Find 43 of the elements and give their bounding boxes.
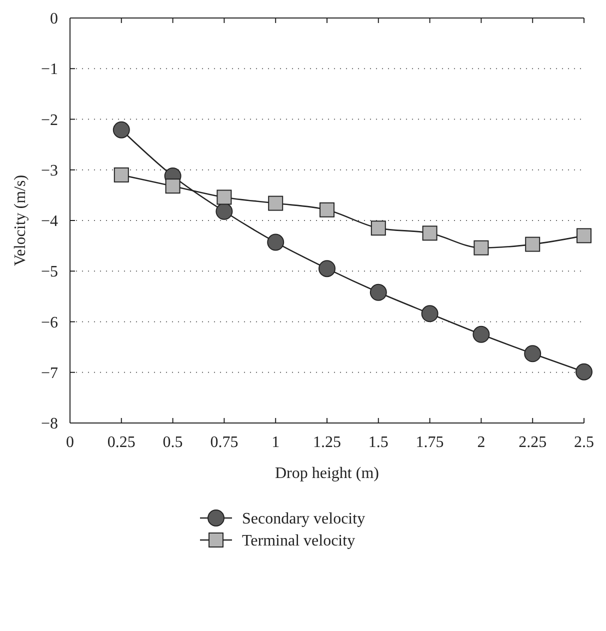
point <box>114 167 129 182</box>
point <box>576 363 592 380</box>
y-tick-label: −3 <box>40 162 58 180</box>
y-tick-label: −2 <box>40 112 58 129</box>
point <box>320 202 334 218</box>
x-tick-label: 1.25 <box>313 434 341 451</box>
x-tick-label: 1.5 <box>368 434 388 451</box>
legend-label: Terminal velocity <box>242 532 356 550</box>
point <box>525 236 540 252</box>
x-tick-label: 2.25 <box>518 434 547 451</box>
y-tick-label: −8 <box>40 416 58 433</box>
x-tick-label: 2 <box>477 434 486 451</box>
x-tick-label: 1 <box>272 434 280 451</box>
x-tick-label: 0 <box>66 434 74 451</box>
y-tick-label: −7 <box>40 364 58 382</box>
y-axis-title: Velocity (m/s) <box>12 174 29 266</box>
point <box>165 178 180 194</box>
point <box>524 345 542 362</box>
x-tick-label: 0.75 <box>210 434 238 451</box>
point <box>421 305 438 322</box>
x-tick-label: 2.5 <box>574 434 594 451</box>
x-tick-label: 1.75 <box>416 434 444 451</box>
y-tick-label: −6 <box>40 314 58 332</box>
point <box>112 121 130 138</box>
point <box>268 196 284 211</box>
point <box>370 284 387 301</box>
y-tick-label: −4 <box>40 213 58 230</box>
point <box>216 202 233 220</box>
x-axis-title: Drop height (m) <box>275 465 379 482</box>
point <box>216 190 232 205</box>
legend-label: Secondary velocity <box>242 510 366 528</box>
point <box>267 234 284 251</box>
y-tick-label: 0 <box>50 10 58 28</box>
point <box>422 226 438 241</box>
x-tick-label: 0.25 <box>107 434 136 451</box>
x-tick-label: 0.5 <box>162 434 183 451</box>
point <box>576 228 592 244</box>
point <box>370 220 386 236</box>
y-tick-label: −1 <box>40 61 58 78</box>
point <box>472 326 490 343</box>
y-tick-label: −5 <box>40 264 58 281</box>
point <box>474 240 489 256</box>
point <box>318 260 336 278</box>
